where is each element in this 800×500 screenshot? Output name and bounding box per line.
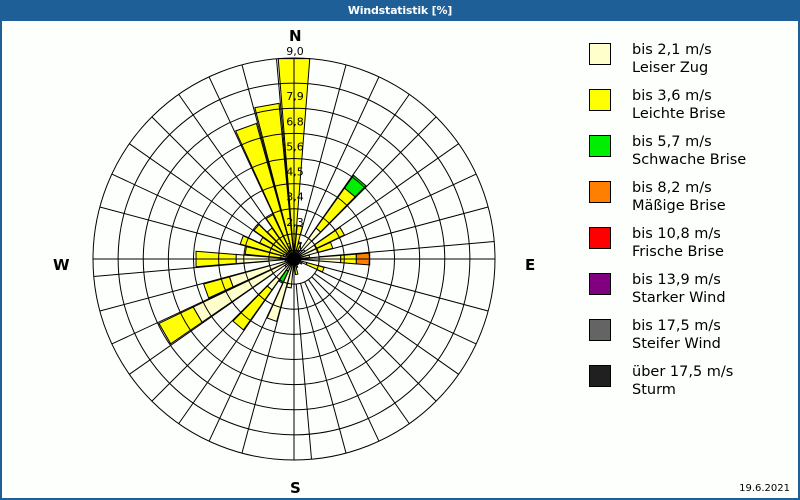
legend-swatch (589, 181, 611, 203)
legend-name: Frische Brise (632, 244, 724, 260)
date-label: 19.6.2021 (739, 483, 790, 494)
legend-speed: bis 17,5 m/s (632, 318, 721, 334)
legend-name: Schwache Brise (632, 152, 747, 168)
legend-swatch (589, 273, 611, 295)
legend-speed: bis 3,6 m/s (632, 88, 712, 104)
window-title: Windstatistik [%] (0, 0, 800, 21)
legend-name: Sturm (632, 382, 676, 398)
svg-text:4,5: 4,5 (286, 166, 304, 179)
svg-text:1,1: 1,1 (286, 241, 304, 254)
legend-speed: bis 10,8 m/s (632, 226, 721, 242)
ring-labels: 1,1 2,3 3,4 4,5 5,6 6,8 7,9 9,0 (286, 45, 304, 254)
legend-swatch (589, 227, 611, 249)
svg-text:2,3: 2,3 (286, 216, 304, 229)
svg-text:3,4: 3,4 (286, 191, 304, 204)
legend-name: Leiser Zug (632, 60, 709, 76)
legend-speed: bis 5,7 m/s (632, 134, 712, 150)
compass-north-label: N (289, 27, 302, 45)
legend-swatch (589, 319, 611, 341)
compass-south-label: S (290, 479, 301, 497)
legend-name: Steifer Wind (632, 336, 721, 352)
legend-name: Mäßige Brise (632, 198, 726, 214)
wind-rose-chart: 1,1 2,3 3,4 4,5 5,6 6,8 7,9 9,0 (92, 45, 496, 461)
svg-text:7,9: 7,9 (286, 90, 304, 103)
legend-speed: über 17,5 m/s (632, 364, 734, 380)
legend-swatch (589, 43, 611, 65)
svg-text:5,6: 5,6 (286, 140, 304, 153)
legend-speed: bis 13,9 m/s (632, 272, 721, 288)
legend-speed: bis 2,1 m/s (632, 42, 712, 58)
compass-east-label: E (525, 256, 536, 274)
compass-west-label: W (53, 256, 70, 274)
svg-text:6,8: 6,8 (286, 115, 304, 128)
legend-swatch (589, 365, 611, 387)
legend-speed: bis 8,2 m/s (632, 180, 712, 196)
legend-swatch (589, 135, 611, 157)
legend-swatch (589, 89, 611, 111)
svg-text:9,0: 9,0 (286, 45, 304, 58)
wind-rose-grid (92, 57, 496, 461)
legend-name: Starker Wind (632, 290, 726, 306)
legend-name: Leichte Brise (632, 106, 726, 122)
